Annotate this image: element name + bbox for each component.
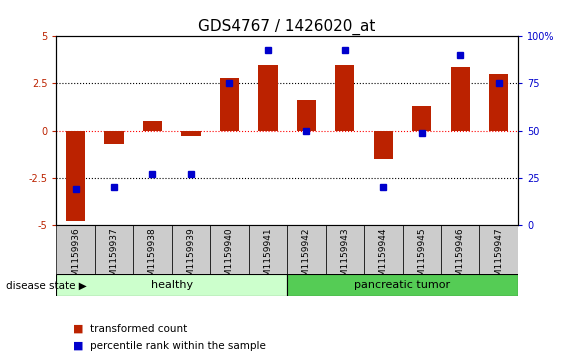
Text: disease state ▶: disease state ▶	[6, 281, 86, 291]
Text: GSM1159947: GSM1159947	[494, 228, 503, 288]
Text: GSM1159946: GSM1159946	[456, 228, 464, 288]
Bar	[441, 225, 480, 274]
Bar	[181, 131, 200, 136]
Bar	[297, 101, 316, 131]
Bar	[95, 225, 133, 274]
Bar	[480, 225, 518, 274]
Text: GSM1159942: GSM1159942	[302, 228, 311, 288]
Text: pancreatic tumor: pancreatic tumor	[355, 280, 450, 290]
Bar	[143, 121, 162, 131]
Bar	[287, 225, 325, 274]
Text: GSM1159941: GSM1159941	[263, 228, 272, 288]
Text: GSM1159936: GSM1159936	[71, 228, 80, 288]
Bar	[172, 225, 210, 274]
Bar	[56, 225, 95, 274]
Bar	[335, 65, 355, 131]
Bar	[258, 65, 278, 131]
Text: ■: ■	[73, 340, 84, 351]
Text: GSM1159937: GSM1159937	[110, 228, 118, 288]
Bar	[220, 78, 239, 131]
Text: percentile rank within the sample: percentile rank within the sample	[90, 340, 266, 351]
Text: GSM1159943: GSM1159943	[341, 228, 349, 288]
Text: transformed count: transformed count	[90, 323, 187, 334]
Text: healthy: healthy	[151, 280, 193, 290]
Text: GSM1159945: GSM1159945	[417, 228, 426, 288]
Bar	[450, 66, 470, 131]
Bar	[133, 225, 172, 274]
Bar	[66, 131, 85, 221]
Text: GSM1159944: GSM1159944	[379, 228, 388, 288]
Bar	[325, 225, 364, 274]
Bar	[287, 274, 518, 296]
Bar	[56, 274, 287, 296]
Bar	[104, 131, 124, 144]
Bar	[210, 225, 249, 274]
Text: GSM1159938: GSM1159938	[148, 228, 157, 288]
Bar	[403, 225, 441, 274]
Text: ■: ■	[73, 323, 84, 334]
Text: GSM1159940: GSM1159940	[225, 228, 234, 288]
Bar	[412, 106, 431, 131]
Bar	[489, 74, 508, 131]
Text: GSM1159939: GSM1159939	[186, 228, 195, 288]
Bar	[249, 225, 287, 274]
Title: GDS4767 / 1426020_at: GDS4767 / 1426020_at	[198, 19, 376, 35]
Bar	[364, 225, 403, 274]
Bar	[374, 131, 393, 159]
